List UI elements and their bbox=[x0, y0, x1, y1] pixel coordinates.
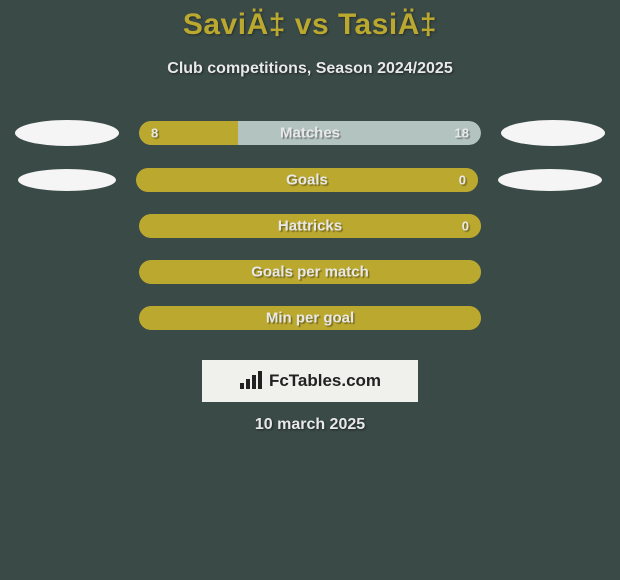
bar-right-value: 0 bbox=[459, 173, 466, 188]
bar-left-value: 8 bbox=[151, 126, 158, 141]
logo-inner: FcTables.com bbox=[239, 371, 381, 391]
stat-row: 8 18 Matches bbox=[7, 120, 613, 146]
widget-container: SaviÄ‡ vs TasiÄ‡ Club competitions, Seas… bbox=[0, 0, 620, 434]
stats-bars: 8 18 Matches 0 Goals 0 Hattricks Goals per matc… bbox=[7, 120, 613, 352]
footer-date: 10 march 2025 bbox=[255, 416, 365, 434]
bar-label: Matches bbox=[280, 125, 340, 142]
bar-right-value: 18 bbox=[455, 126, 469, 141]
stat-bar: 8 18 Matches bbox=[139, 121, 481, 145]
stat-row: Goals per match bbox=[7, 260, 613, 284]
bar-label: Min per goal bbox=[266, 310, 354, 327]
bar-label: Goals bbox=[286, 172, 328, 189]
page-title: SaviÄ‡ vs TasiÄ‡ bbox=[183, 8, 437, 42]
stat-bar: 0 Hattricks bbox=[139, 214, 481, 238]
stat-bar: 0 Goals bbox=[136, 168, 478, 192]
bar-label: Goals per match bbox=[251, 264, 369, 281]
stat-bar: Min per goal bbox=[139, 306, 481, 330]
player-right-oval bbox=[498, 169, 602, 191]
bars-icon bbox=[239, 371, 265, 391]
stat-row: 0 Hattricks bbox=[7, 214, 613, 238]
stat-row: Min per goal bbox=[7, 306, 613, 330]
bar-right-value: 0 bbox=[462, 219, 469, 234]
logo-text: FcTables.com bbox=[269, 371, 381, 391]
subtitle: Club competitions, Season 2024/2025 bbox=[167, 60, 452, 78]
bar-label: Hattricks bbox=[278, 218, 342, 235]
stat-row: 0 Goals bbox=[7, 168, 613, 192]
player-right-oval bbox=[501, 120, 605, 146]
logo-box[interactable]: FcTables.com bbox=[202, 360, 418, 402]
stat-bar: Goals per match bbox=[139, 260, 481, 284]
player-left-oval bbox=[18, 169, 116, 191]
player-left-oval bbox=[15, 120, 119, 146]
